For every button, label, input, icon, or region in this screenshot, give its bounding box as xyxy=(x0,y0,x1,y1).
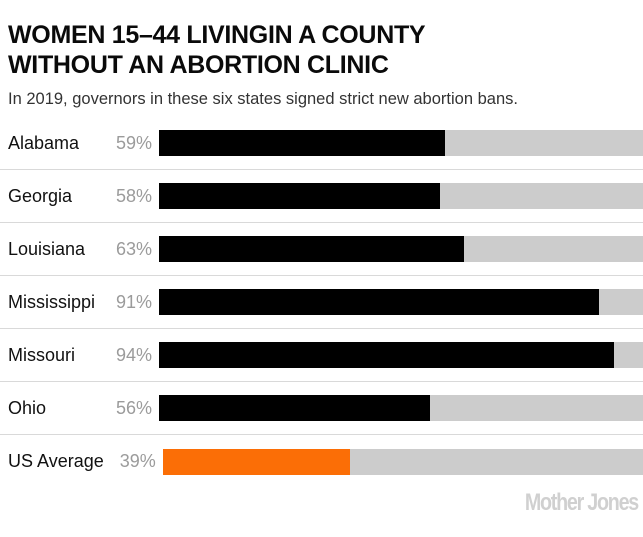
bar-fill xyxy=(159,342,614,368)
chart-row: Missouri 94% xyxy=(0,329,643,382)
category-label: US Average xyxy=(8,451,104,471)
chart-row: Ohio 56% xyxy=(0,382,643,435)
bar-track xyxy=(162,448,643,475)
bar-track xyxy=(159,183,643,209)
chart-header: WOMEN 15–44 LIVINGIN A COUNTY WITHOUT AN… xyxy=(0,0,643,109)
chart-row: Louisiana 63% xyxy=(0,223,643,276)
chart-row: Alabama 59% xyxy=(0,117,643,170)
bar-fill xyxy=(159,289,600,315)
bar-fill xyxy=(159,183,440,209)
category-label: Georgia xyxy=(8,185,73,206)
bar-track xyxy=(159,289,643,315)
mother-jones-logo: Mother Jones xyxy=(524,489,639,516)
bar-fill xyxy=(162,448,351,475)
chart-title-line2: WITHOUT AN ABORTION CLINIC xyxy=(8,51,389,79)
bar-fill xyxy=(159,236,464,262)
chart-subtitle: In 2019, governors in these six states s… xyxy=(8,90,518,108)
chart-row: Mississippi 91% xyxy=(0,276,643,329)
category-label: Mississippi xyxy=(8,291,96,312)
value-label: 63% xyxy=(115,238,152,259)
bar-track xyxy=(159,236,643,262)
value-label: 59% xyxy=(115,132,152,153)
bar-track xyxy=(159,130,643,156)
value-label: 91% xyxy=(115,291,152,312)
bar-track xyxy=(159,395,643,421)
chart-title-line1: WOMEN 15–44 LIVINGIN A COUNTY xyxy=(8,21,426,49)
value-label: 58% xyxy=(115,185,152,206)
bar-fill xyxy=(159,130,445,156)
bar-rows: Alabama 59% Georgia 58% Louisiana 63% Mi… xyxy=(0,117,643,488)
chart-row: Georgia 58% xyxy=(0,170,643,223)
chart-title: WOMEN 15–44 LIVINGIN A COUNTY WITHOUT AN… xyxy=(8,20,635,80)
chart-row: US Average 39% xyxy=(0,435,643,488)
category-label: Ohio xyxy=(8,397,47,418)
value-label: 56% xyxy=(115,397,152,418)
value-label: 94% xyxy=(115,344,152,365)
category-label: Louisiana xyxy=(8,238,86,259)
category-label: Alabama xyxy=(8,132,80,153)
bar-fill xyxy=(159,395,431,421)
value-label: 39% xyxy=(119,451,156,471)
category-label: Missouri xyxy=(8,344,76,365)
bar-track xyxy=(159,342,643,368)
